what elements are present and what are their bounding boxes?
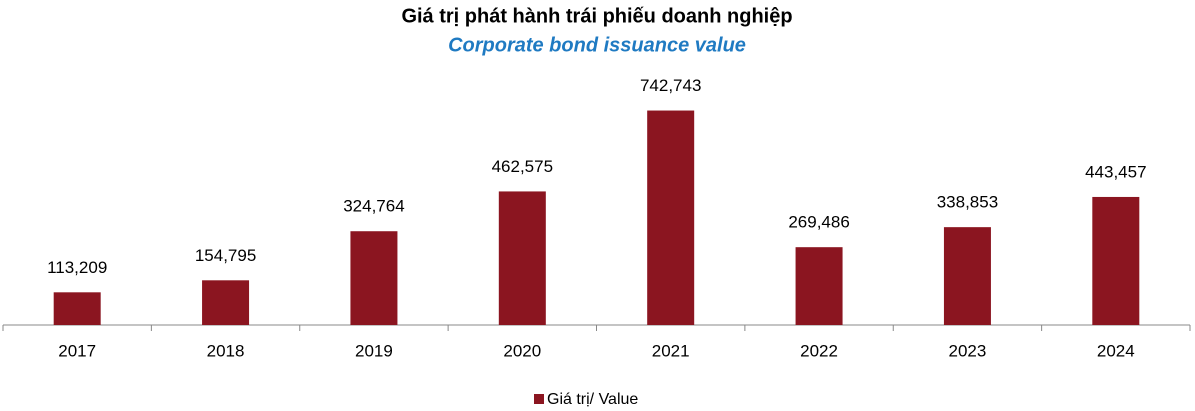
bar: [53, 292, 101, 325]
data-label: 338,853: [937, 193, 998, 212]
chart-title: Giá trị phát hành trái phiếu doanh nghiệ…: [401, 5, 792, 27]
bar: [943, 227, 991, 325]
x-tick-label: 2019: [355, 341, 393, 360]
x-tick-label: 2018: [207, 341, 245, 360]
x-tick-label: 2020: [503, 341, 541, 360]
data-label: 154,795: [195, 246, 256, 265]
data-label: 324,764: [343, 197, 404, 216]
bar: [202, 280, 250, 325]
x-tick-label: 2017: [58, 341, 96, 360]
bar: [498, 191, 546, 325]
data-label: 269,486: [788, 213, 849, 232]
bar: [647, 110, 695, 325]
x-tick-label: 2024: [1097, 341, 1135, 360]
data-label: 742,743: [640, 76, 701, 95]
bar: [795, 247, 843, 325]
chart-subtitle: Corporate bond issuance value: [448, 34, 746, 56]
x-tick-label: 2021: [652, 341, 690, 360]
data-label: 462,575: [492, 157, 553, 176]
x-tick-label: 2023: [949, 341, 987, 360]
legend-swatch: [534, 394, 544, 404]
data-label: 443,457: [1085, 162, 1146, 181]
legend-label: Giá trị/ Value: [547, 391, 638, 408]
bar: [350, 231, 398, 325]
data-label: 113,209: [47, 258, 107, 277]
bar: [1092, 196, 1140, 325]
x-tick-label: 2022: [800, 341, 838, 360]
